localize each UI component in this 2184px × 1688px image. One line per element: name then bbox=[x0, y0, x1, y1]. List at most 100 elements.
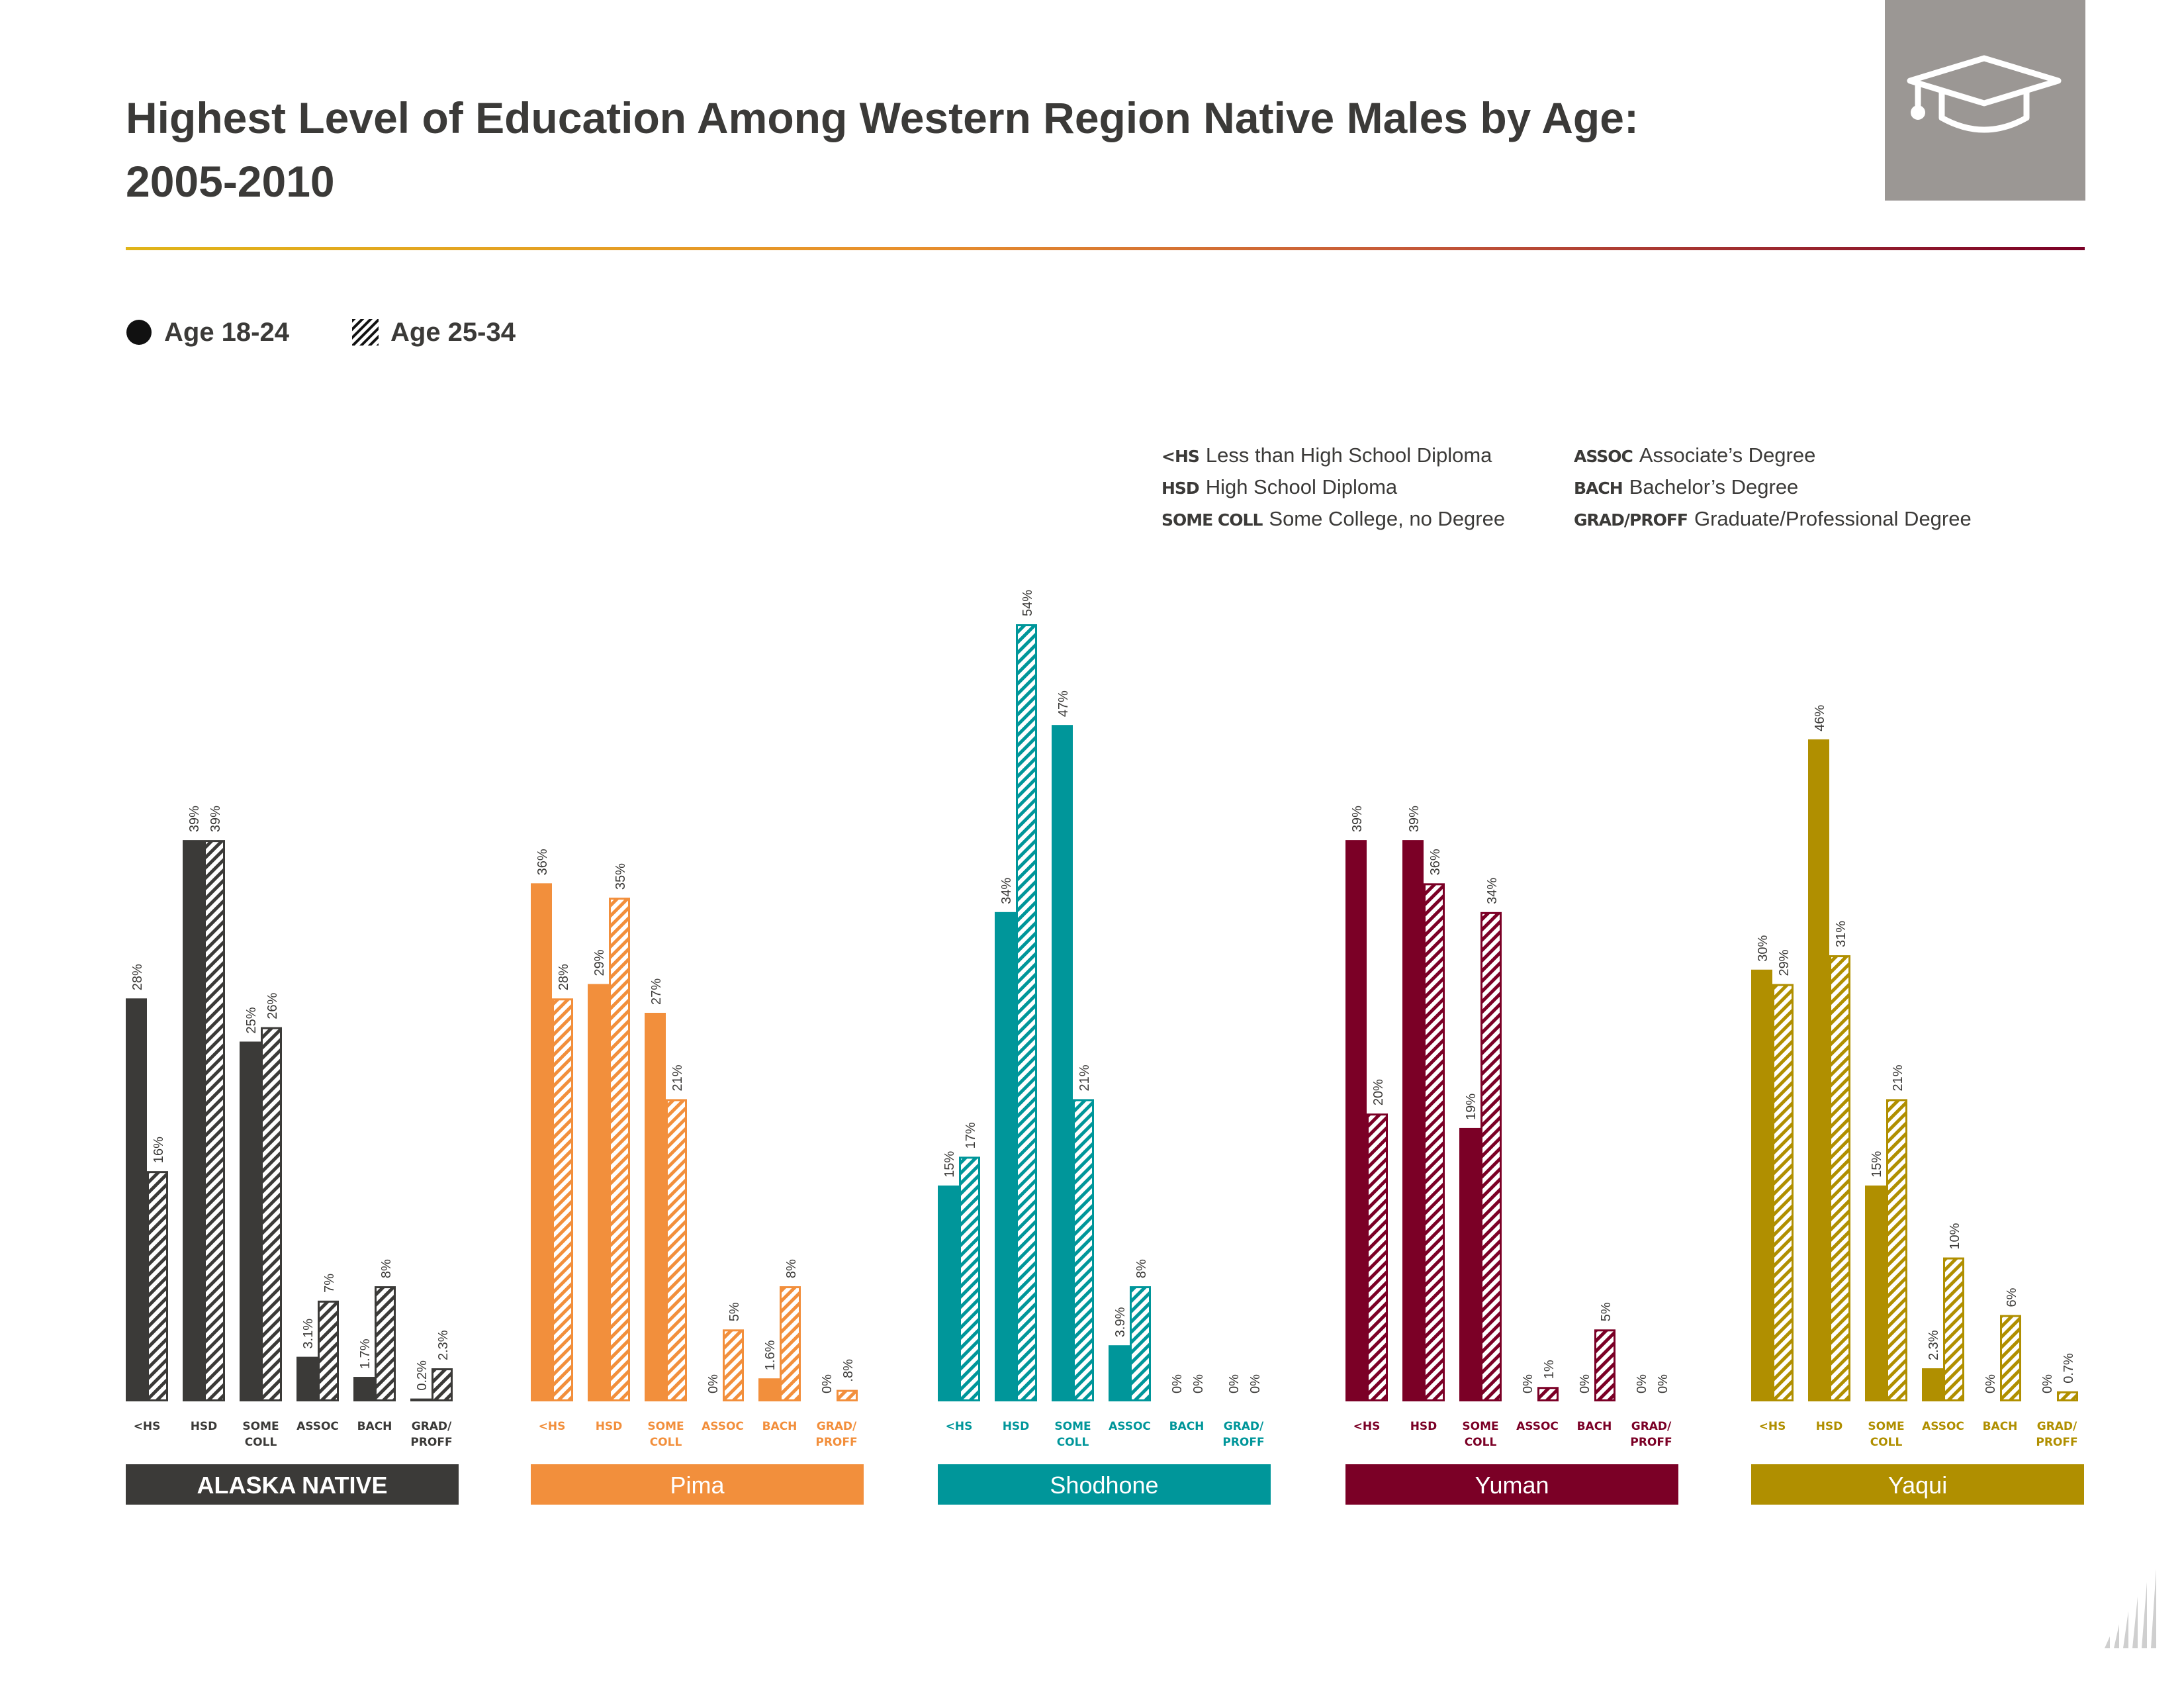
category-tick-label: <HS bbox=[946, 1420, 973, 1433]
category-tick-label: ASSOC bbox=[1922, 1420, 1964, 1433]
data-label: 34% bbox=[999, 878, 1014, 904]
group-label: ALASKA NATIVE bbox=[197, 1472, 388, 1499]
bar-alaska-native-bach-age-18-24 bbox=[353, 1377, 375, 1401]
bar-pima-assoc-age-25-34 bbox=[723, 1329, 744, 1401]
group-yuman: 39% 20% <HS 39% 36% HSD 19% 34% SOME COLL 0% 1% ASSO… bbox=[1345, 806, 1678, 1505]
data-label: 0% bbox=[1170, 1374, 1185, 1393]
data-label: 2.3% bbox=[436, 1330, 451, 1360]
data-label: 0% bbox=[1983, 1374, 1998, 1393]
data-label: 0% bbox=[2040, 1374, 2055, 1393]
data-label: 28% bbox=[557, 964, 571, 990]
bar-pima-bach-age-25-34 bbox=[780, 1286, 801, 1402]
data-label: 15% bbox=[942, 1151, 957, 1178]
data-label: 39% bbox=[1407, 806, 1422, 832]
bar-yuman-assoc-age-25-34 bbox=[1537, 1387, 1559, 1402]
category-tick-label: <HS bbox=[1353, 1420, 1381, 1433]
bar-shodhone-some-coll-age-18-24 bbox=[1052, 725, 1073, 1401]
bar-yaqui-some-coll-age-18-24 bbox=[1865, 1185, 1886, 1401]
category-tick-label: ASSOC bbox=[702, 1420, 744, 1433]
chart-title-line-1: Highest Level of Education Among Western… bbox=[126, 93, 1639, 142]
bar-alaska-native-assoc-age-25-34 bbox=[318, 1300, 339, 1401]
data-label: 36% bbox=[535, 849, 550, 875]
data-label: 20% bbox=[1371, 1079, 1386, 1105]
category-tick-label: HSD bbox=[1816, 1420, 1843, 1433]
category-tick-label: GRAD/PROFF bbox=[410, 1420, 452, 1449]
bar-alaska-native-hs-age-18-24 bbox=[126, 998, 147, 1401]
data-label: 1.6% bbox=[763, 1340, 778, 1370]
data-label: 8% bbox=[1134, 1259, 1149, 1278]
data-label: 35% bbox=[614, 863, 628, 890]
bar-alaska-native-some-coll-age-18-24 bbox=[240, 1041, 261, 1401]
bar-yuman-bach-age-25-34 bbox=[1594, 1329, 1615, 1401]
group-yaqui: 30% 29% <HS 46% 31% HSD 15% 21% SOME COLL 2.3% 10% A… bbox=[1751, 705, 2084, 1505]
bar-yuman-hs-age-25-34 bbox=[1367, 1113, 1388, 1401]
category-tick-label: GRAD/PROFF bbox=[1222, 1420, 1264, 1449]
group-alaska-native: 28% 16% <HS 39% 39% HSD 25% 26% SOME COLL 3.1% 7% AS… bbox=[126, 806, 459, 1505]
bar-yaqui-assoc-age-18-24 bbox=[1922, 1368, 1943, 1401]
data-label: 27% bbox=[649, 978, 664, 1005]
category-tick-label: HSD bbox=[1003, 1420, 1030, 1433]
data-label: 21% bbox=[1077, 1064, 1092, 1091]
chart-title-line-2: 2005-2010 bbox=[126, 157, 335, 206]
bar-yuman-some-coll-age-18-24 bbox=[1459, 1127, 1480, 1401]
data-label: 0% bbox=[1227, 1374, 1242, 1393]
data-label: 29% bbox=[592, 949, 607, 976]
bar-pima-hs-age-25-34 bbox=[552, 998, 573, 1401]
group-label: Pima bbox=[670, 1472, 725, 1499]
bar-shodhone-some-coll-age-25-34 bbox=[1073, 1099, 1094, 1401]
group-label: Yaqui bbox=[1888, 1472, 1947, 1499]
data-label: 0% bbox=[1578, 1374, 1592, 1393]
group-pima: 36% 28% <HS 29% 35% HSD 27% 21% SOME COLL 0% 5% ASSO… bbox=[531, 849, 864, 1505]
data-label: 39% bbox=[1350, 806, 1365, 832]
group-shodhone: 15% 17% <HS 34% 54% HSD 47% 21% SOME COLL 3.9% 8% AS… bbox=[938, 590, 1271, 1505]
bar-pima-some-coll-age-25-34 bbox=[666, 1099, 687, 1401]
bar-yaqui-hs-age-18-24 bbox=[1751, 969, 1772, 1401]
abbreviation-key-right: ASSOC Associate’s Degree BACH Bachelor’s D… bbox=[1574, 440, 1972, 536]
bar-alaska-native-hsd-age-18-24 bbox=[183, 840, 204, 1401]
abbr-row-some-coll: SOME COLL Some College, no Degree bbox=[1161, 507, 1506, 530]
data-label: 21% bbox=[670, 1064, 685, 1091]
bar-shodhone-assoc-age-25-34 bbox=[1130, 1286, 1151, 1402]
abbreviation-key-left: <HS Less than High School Diploma HSD High… bbox=[1161, 440, 1505, 536]
data-label: 1% bbox=[1542, 1360, 1557, 1379]
group-label-bar bbox=[126, 1464, 459, 1505]
abbr-row-assoc: ASSOC Associate’s Degree bbox=[1574, 444, 1816, 467]
category-tick-label: BACH bbox=[1169, 1420, 1205, 1433]
abbr-row-hsd: HSD High School Diploma bbox=[1161, 475, 1398, 498]
bar-pima-some-coll-age-18-24 bbox=[645, 1013, 666, 1401]
abbr-row-lths: <HS Less than High School Diploma bbox=[1161, 444, 1492, 467]
bar-yaqui-hs-age-25-34 bbox=[1772, 984, 1794, 1402]
data-label: 0% bbox=[820, 1374, 835, 1393]
data-label: 1.7% bbox=[358, 1338, 373, 1369]
data-label: 5% bbox=[727, 1302, 742, 1321]
bar-yaqui-bach-age-25-34 bbox=[2000, 1315, 2021, 1401]
title-divider bbox=[126, 247, 2085, 250]
data-label: 3.1% bbox=[301, 1319, 316, 1349]
group-label-bar bbox=[938, 1464, 1271, 1505]
data-label: 6% bbox=[2005, 1288, 2019, 1307]
bar-pima-hsd-age-25-34 bbox=[609, 898, 630, 1401]
legend-label: Age 18-24 bbox=[164, 318, 289, 347]
category-tick-label: ASSOC bbox=[1516, 1420, 1559, 1433]
bar-pima-grad-proff-age-25-34 bbox=[837, 1389, 858, 1402]
data-label: 0% bbox=[1656, 1374, 1670, 1393]
data-label: .8% bbox=[841, 1359, 856, 1382]
bar-alaska-native-bach-age-25-34 bbox=[375, 1286, 396, 1402]
bar-alaska-native-hsd-age-25-34 bbox=[204, 840, 225, 1401]
bar-yaqui-some-coll-age-25-34 bbox=[1886, 1099, 1907, 1401]
category-tick-label: <HS bbox=[134, 1420, 161, 1433]
data-label: 8% bbox=[784, 1259, 799, 1278]
category-tick-label: HSD bbox=[1410, 1420, 1437, 1433]
bar-yaqui-assoc-age-25-34 bbox=[1943, 1257, 1964, 1402]
data-label: 30% bbox=[1756, 935, 1770, 962]
graduation-cap-icon bbox=[1907, 55, 2062, 133]
solid-circle-icon bbox=[126, 320, 152, 345]
data-label: 19% bbox=[1464, 1094, 1479, 1120]
category-tick-label: <HS bbox=[1759, 1420, 1786, 1433]
data-label: 0.2% bbox=[415, 1360, 430, 1391]
category-tick-label: BACH bbox=[762, 1420, 797, 1433]
category-tick-label: GRAD/PROFF bbox=[815, 1420, 857, 1449]
data-label: 10% bbox=[1948, 1223, 1962, 1249]
category-tick-label: SOME COLL bbox=[1868, 1420, 1904, 1449]
